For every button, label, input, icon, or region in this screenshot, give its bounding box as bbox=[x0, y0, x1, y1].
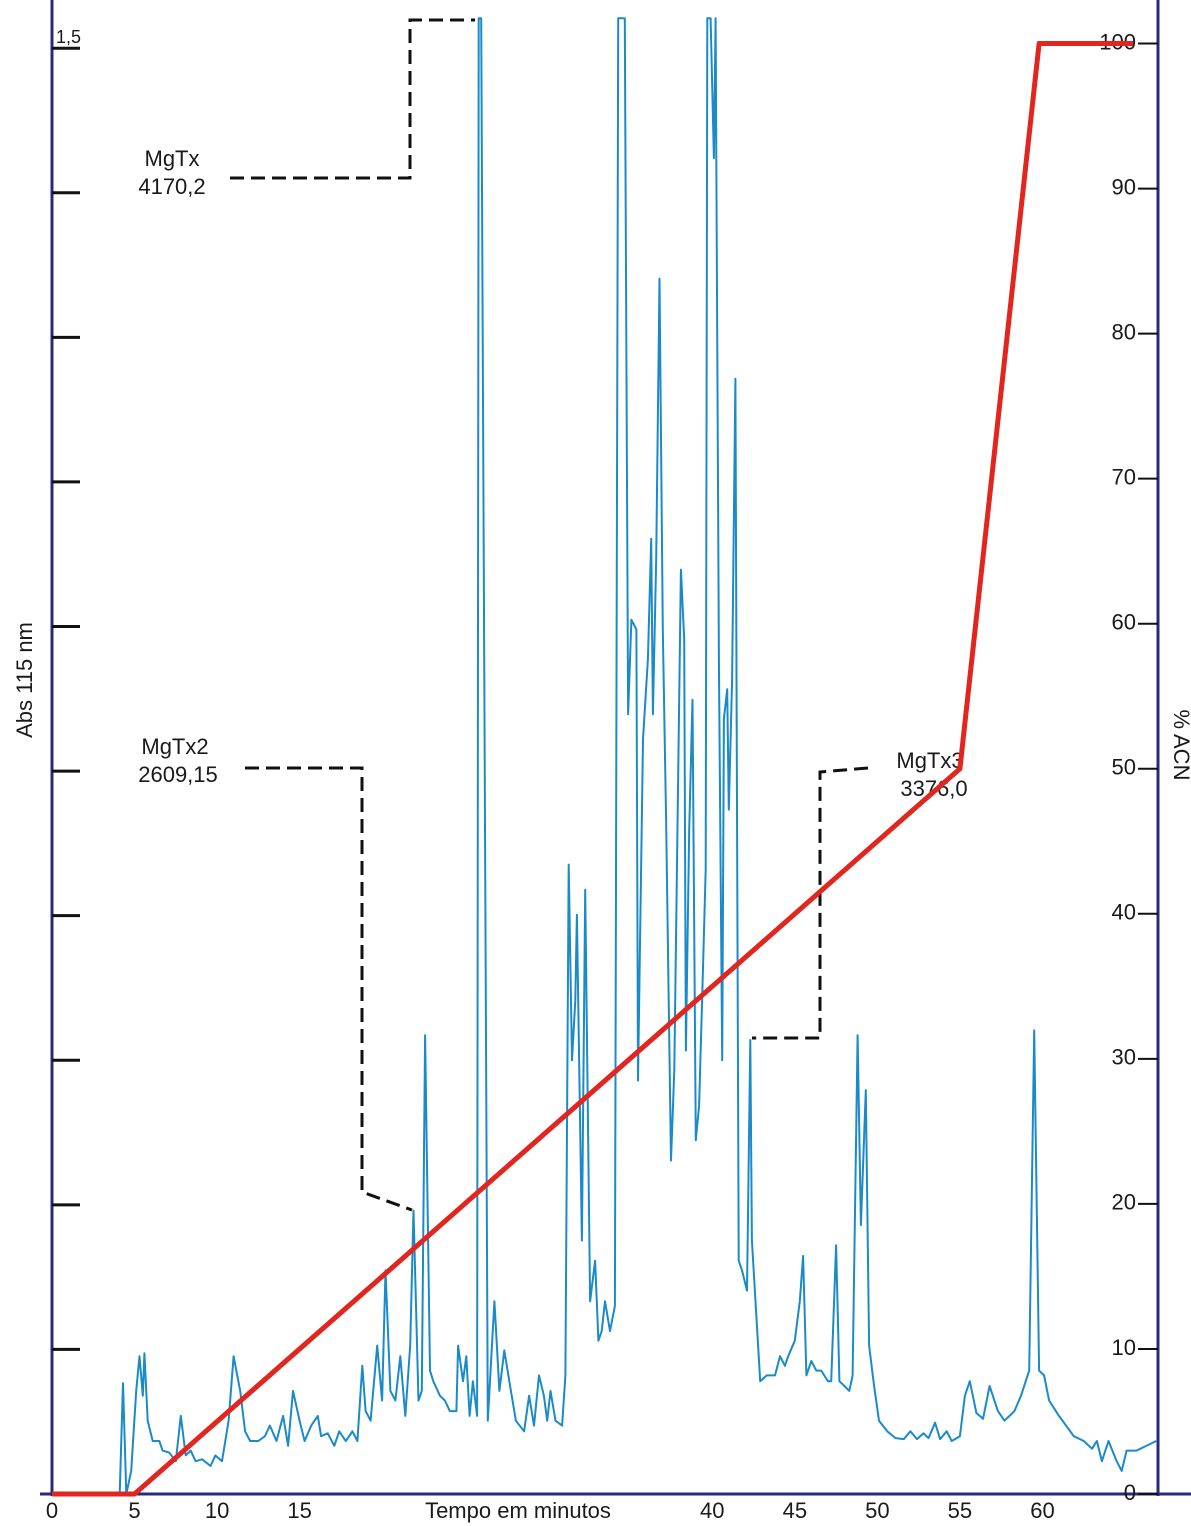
y2-tick-label: 20 bbox=[1112, 1190, 1136, 1215]
x-tick-label: 45 bbox=[783, 1498, 807, 1523]
y2-tick-label: 70 bbox=[1112, 464, 1136, 489]
y2-tick-label: 90 bbox=[1112, 174, 1136, 199]
x-tick-label: 50 bbox=[865, 1498, 889, 1523]
annotation-label: MgTx3 bbox=[896, 748, 963, 773]
gradient-line bbox=[52, 41, 1134, 1497]
y2-tick-label: 60 bbox=[1112, 610, 1136, 635]
x-axis-label: Tempo em minutos bbox=[425, 1498, 611, 1523]
absorbance-trace bbox=[118, 17, 1157, 1495]
x-tick-label: 55 bbox=[948, 1498, 972, 1523]
y2-tick-label: 30 bbox=[1112, 1045, 1136, 1070]
y2-tick-label: 0 bbox=[1124, 1480, 1136, 1505]
y2-tick-label: 80 bbox=[1112, 319, 1136, 344]
y2-tick-label: 40 bbox=[1112, 900, 1136, 925]
annotation-label: MgTx2 bbox=[141, 734, 208, 759]
leader-line bbox=[230, 18, 475, 180]
annotation-mass: 4170,2 bbox=[138, 174, 205, 199]
leader-line bbox=[752, 766, 869, 1040]
x-tick-label: 0 bbox=[46, 1498, 58, 1523]
annotation-mass: 2609,15 bbox=[138, 762, 218, 787]
x-tick-label: 15 bbox=[287, 1498, 311, 1523]
x-tick-label: 5 bbox=[128, 1498, 140, 1523]
y2-tick-label: 10 bbox=[1112, 1335, 1136, 1360]
y-tick-label: 1,5 bbox=[56, 27, 81, 47]
y2-tick-label: 50 bbox=[1112, 755, 1136, 780]
leader-line bbox=[245, 766, 413, 1212]
y2-axis-label: % ACN bbox=[1169, 710, 1191, 781]
x-tick-label: 60 bbox=[1030, 1498, 1054, 1523]
annotation-label: MgTx bbox=[145, 146, 200, 171]
x-tick-label: 10 bbox=[205, 1498, 229, 1523]
y-axis-label: Abs 115 nm bbox=[12, 622, 37, 738]
x-tick-label: 40 bbox=[700, 1498, 724, 1523]
